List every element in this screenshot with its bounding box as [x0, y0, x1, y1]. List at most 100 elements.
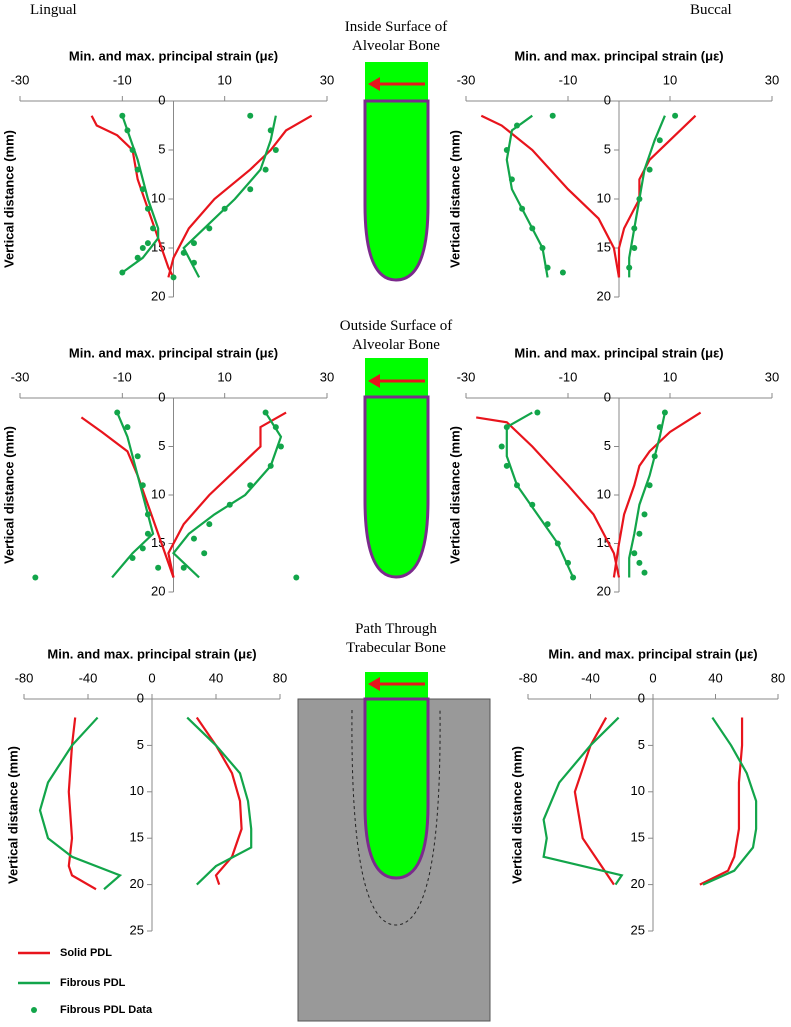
- data-point: [134, 254, 141, 261]
- data-point: [631, 245, 638, 251]
- y-tick-label: 20: [151, 583, 165, 598]
- x-tick-label: 30: [765, 369, 779, 384]
- x-tick-label: -10: [559, 72, 578, 87]
- data-point: [206, 225, 213, 232]
- x-tick-label: -30: [457, 72, 476, 87]
- data-point: [529, 225, 536, 232]
- data-point: [498, 443, 505, 450]
- data-point: [180, 249, 187, 256]
- data-point: [247, 112, 254, 119]
- chart: Min. and max. principal strain (με) Verti…: [447, 48, 779, 303]
- data-point: [514, 482, 520, 489]
- y-axis-title: Vertical distance (mm): [447, 130, 462, 268]
- data-point: [155, 564, 162, 571]
- data-point: [139, 545, 146, 552]
- x-axis-title: Min. and max. principal strain (με): [47, 646, 256, 661]
- data-point: [221, 205, 228, 212]
- side-label: Buccal: [690, 2, 732, 18]
- data-point: [201, 550, 208, 557]
- y-tick-label: 10: [597, 486, 611, 501]
- data-point: [226, 501, 233, 508]
- y-tick-label: 0: [604, 92, 611, 107]
- data-point: [656, 424, 663, 431]
- chart: Min. and max. principal strain (με) Verti…: [1, 48, 334, 303]
- data-point: [641, 569, 648, 576]
- data-point: [134, 453, 141, 460]
- data-point: [544, 264, 551, 271]
- y-tick-label: 25: [631, 922, 645, 937]
- y-tick-label: 0: [638, 690, 645, 705]
- data-point: [139, 186, 146, 193]
- data-point: [529, 501, 536, 508]
- y-tick-label: 0: [604, 389, 611, 404]
- data-point: [129, 555, 136, 562]
- legend-label: Fibrous PDL: [60, 977, 126, 989]
- x-tick-label: -40: [581, 670, 600, 685]
- chart: Min. and max. principal strain (με) Verti…: [509, 646, 785, 937]
- x-axis-title: Min. and max. principal strain (με): [514, 345, 723, 360]
- x-tick-label: -80: [519, 670, 538, 685]
- y-tick-label: 5: [137, 737, 144, 752]
- x-tick-label: -40: [79, 670, 98, 685]
- y-tick-label: 10: [151, 190, 165, 205]
- panel-title: Outside Surface of Alveolar Bone: [339, 318, 453, 353]
- data-point: [272, 147, 279, 153]
- curve: [195, 716, 243, 885]
- data-point: [539, 245, 546, 251]
- y-tick-label: 20: [597, 288, 611, 303]
- data-point: [124, 424, 131, 431]
- data-point: [180, 564, 187, 571]
- legend-label: Solid PDL: [60, 947, 112, 959]
- data-point: [636, 559, 643, 566]
- y-tick-label: 10: [597, 190, 611, 205]
- data-point: [119, 269, 126, 276]
- data-point: [503, 147, 510, 153]
- y-tick-label: 0: [158, 92, 165, 107]
- data-point: [134, 166, 141, 173]
- data-point: [272, 424, 279, 431]
- x-tick-label: -30: [457, 369, 476, 384]
- data-point: [32, 574, 39, 581]
- data-point: [519, 205, 526, 212]
- x-tick-label: -10: [113, 369, 132, 384]
- curve: [38, 716, 123, 891]
- data-point: [277, 443, 284, 450]
- data-point: [190, 240, 197, 247]
- y-tick-label: 15: [130, 830, 144, 845]
- data-point: [636, 530, 643, 537]
- data-point: [144, 240, 151, 247]
- data-point: [267, 462, 274, 469]
- y-tick-label: 0: [158, 389, 165, 404]
- curve: [617, 114, 697, 278]
- x-tick-label: 30: [320, 369, 334, 384]
- y-tick-label: 10: [151, 486, 165, 501]
- data-point: [672, 112, 679, 119]
- data-point: [503, 424, 510, 431]
- y-tick-label: 5: [158, 141, 165, 156]
- x-axis-title: Min. and max. principal strain (με): [514, 48, 723, 63]
- trabecular-diagram: [297, 672, 491, 1022]
- curve: [612, 411, 702, 578]
- y-tick-label: 5: [158, 438, 165, 453]
- y-axis-title: Vertical distance (mm): [5, 746, 20, 884]
- data-point: [139, 245, 146, 251]
- data-point: [503, 462, 510, 469]
- x-tick-label: 10: [217, 72, 231, 87]
- data-point: [661, 409, 668, 416]
- data-point: [631, 550, 638, 557]
- curve: [182, 115, 277, 278]
- y-tick-label: 15: [597, 239, 611, 254]
- y-tick-label: 5: [638, 737, 645, 752]
- data-point: [651, 453, 658, 460]
- x-axis-title: Min. and max. principal strain (με): [548, 646, 757, 661]
- panel-title: Inside Surface of Alveolar Bone: [344, 19, 448, 54]
- x-tick-label: 10: [663, 369, 677, 384]
- x-tick-label: 0: [649, 670, 656, 685]
- data-point: [646, 482, 653, 489]
- curve: [505, 411, 575, 578]
- x-tick-label: 80: [771, 670, 785, 685]
- curve: [505, 114, 549, 278]
- curve: [628, 412, 666, 578]
- data-point: [508, 176, 515, 183]
